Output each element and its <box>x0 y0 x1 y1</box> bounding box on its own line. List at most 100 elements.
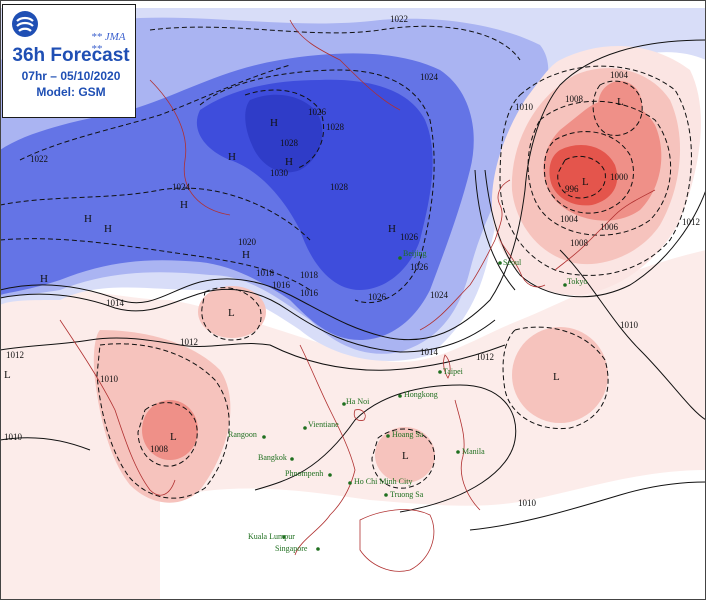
coast-japan <box>554 189 656 271</box>
isobar-label: 1014 <box>106 298 125 308</box>
isobar-label: 1024 <box>420 72 439 82</box>
city-hoangsa: Hoang Sa <box>386 430 424 439</box>
isobar-label: 1010 <box>518 498 537 508</box>
isobar-1026-a <box>199 69 435 304</box>
isobar-label: 1010 <box>620 320 639 330</box>
isobar-lines <box>0 25 706 531</box>
isobar-label: 1018 <box>300 270 319 280</box>
low-center-4: L <box>170 431 177 443</box>
high-center-8: H <box>242 249 250 261</box>
city-label: Hongkong <box>404 390 438 399</box>
isobar-1000-a <box>543 131 634 214</box>
coastlines <box>59 19 656 572</box>
city-singapore: Singapore <box>275 544 320 553</box>
isobar-1028-a <box>244 89 325 169</box>
isobar-1010-c <box>469 481 706 531</box>
city-hochiminh: Ho Chi Minh City <box>348 477 412 486</box>
city-kualalumpur: Kuala Lumpur <box>248 532 295 541</box>
isobar-1010-a <box>0 384 517 513</box>
isobar-label: 1018 <box>256 268 275 278</box>
low-center-1: L <box>617 96 624 108</box>
isobar-label: 1010 <box>515 102 534 112</box>
high-center-6: H <box>104 223 112 235</box>
low-center-6: L <box>402 450 409 462</box>
isobar-996-a <box>557 156 606 199</box>
isobar-1020-a <box>0 187 311 241</box>
isobar-1014-a <box>0 288 496 353</box>
isobar-1004-b <box>527 100 672 236</box>
agency-label: ** JMA ** <box>91 31 126 55</box>
isobar-1010-b <box>559 249 706 421</box>
city-taipei: Taipei <box>438 367 464 376</box>
city-label: Tokyo <box>567 277 587 286</box>
city-label: Singapore <box>275 544 308 553</box>
high-core-field <box>245 94 323 173</box>
isobar-label: 1012 <box>476 352 494 362</box>
isobar-label: 1026 <box>410 262 429 272</box>
city-truongsa: Truong Sa <box>384 490 424 499</box>
isobar-label: 1022 <box>30 154 48 164</box>
isobar-1008-a <box>96 343 230 499</box>
equatorial-white-band <box>160 470 706 600</box>
isobar-label: 1012 <box>180 337 198 347</box>
isobar-label: 1028 <box>280 138 299 148</box>
city-label: Vientiane <box>308 420 339 429</box>
isobar-label: 1004 <box>610 70 629 80</box>
high-center-4: H <box>388 223 396 235</box>
low-center-3: L <box>228 307 235 319</box>
city-manila: Manila <box>456 447 485 456</box>
isobar-label: 996 <box>565 184 579 194</box>
isobar-1004-c <box>592 80 643 136</box>
isobar-label: 1014 <box>420 347 439 357</box>
isobar-1008-b <box>502 326 609 430</box>
city-seoul: Seoul <box>498 258 522 267</box>
isobar-label: 1008 <box>565 94 584 104</box>
isobar-label: 1030 <box>270 168 289 178</box>
city-label: Taipei <box>443 367 464 376</box>
city-hongkong: Hongkong <box>398 390 438 399</box>
city-rangoon: Rangoon <box>228 430 266 439</box>
isobar-label: 1024 <box>172 182 191 192</box>
isobar-label: 1028 <box>326 122 345 132</box>
city-vientiane: Vientiane <box>303 420 339 430</box>
city-tokyo: Tokyo <box>563 277 587 287</box>
isobar-1012-a <box>0 337 506 371</box>
low-center-2: L <box>582 176 589 188</box>
coast-hainan <box>353 409 366 421</box>
isobar-1008-c <box>371 428 435 489</box>
model-label: Model: GSM <box>36 85 106 99</box>
pressure-systems: H H H H H H H H H L L L L L L L <box>4 96 624 462</box>
isobar-label: 1022 <box>390 14 408 24</box>
jma-logo-icon <box>12 11 38 37</box>
city-label: Ho Chi Minh City <box>354 477 412 486</box>
low-center-7: L <box>4 369 11 381</box>
city-label: Seoul <box>503 258 522 267</box>
isobar-label: 1004 <box>560 214 579 224</box>
forecast-info-panel: ** JMA ** 36h Forecast 07hr – 05/10/2020… <box>2 4 136 118</box>
coast-borneo <box>359 509 435 572</box>
high-center-2: H <box>228 151 236 163</box>
high-center-1: H <box>270 117 278 129</box>
city-label: Truong Sa <box>390 490 424 499</box>
isobar-1024-a <box>149 25 521 61</box>
isobar-1012-b <box>484 169 706 298</box>
coast-philippines <box>454 399 481 511</box>
isobar-label: 1028 <box>330 182 349 192</box>
city-phnompenh: Phnompenh <box>285 469 332 478</box>
isobar-label: 1012 <box>682 217 700 227</box>
india-low-core <box>142 400 198 460</box>
city-markers: Beijing Seoul Tokyo Taipei Hongkong Ha N… <box>228 249 587 553</box>
isobar-1022-a <box>19 64 291 161</box>
high-center-5: H <box>84 213 92 225</box>
isobar-label: 1000 <box>610 172 629 182</box>
scs-low-field <box>375 427 435 483</box>
city-label: Kuala Lumpur <box>248 532 295 541</box>
low-center-5: L <box>553 371 560 383</box>
city-label: Manila <box>462 447 485 456</box>
coast-korea <box>499 239 546 288</box>
isobar-label: 1012 <box>6 350 24 360</box>
city-label: Ha Noi <box>346 397 370 406</box>
coast-taiwan <box>443 354 451 379</box>
coast-china <box>419 179 511 331</box>
isobar-label: 1016 <box>300 288 319 298</box>
